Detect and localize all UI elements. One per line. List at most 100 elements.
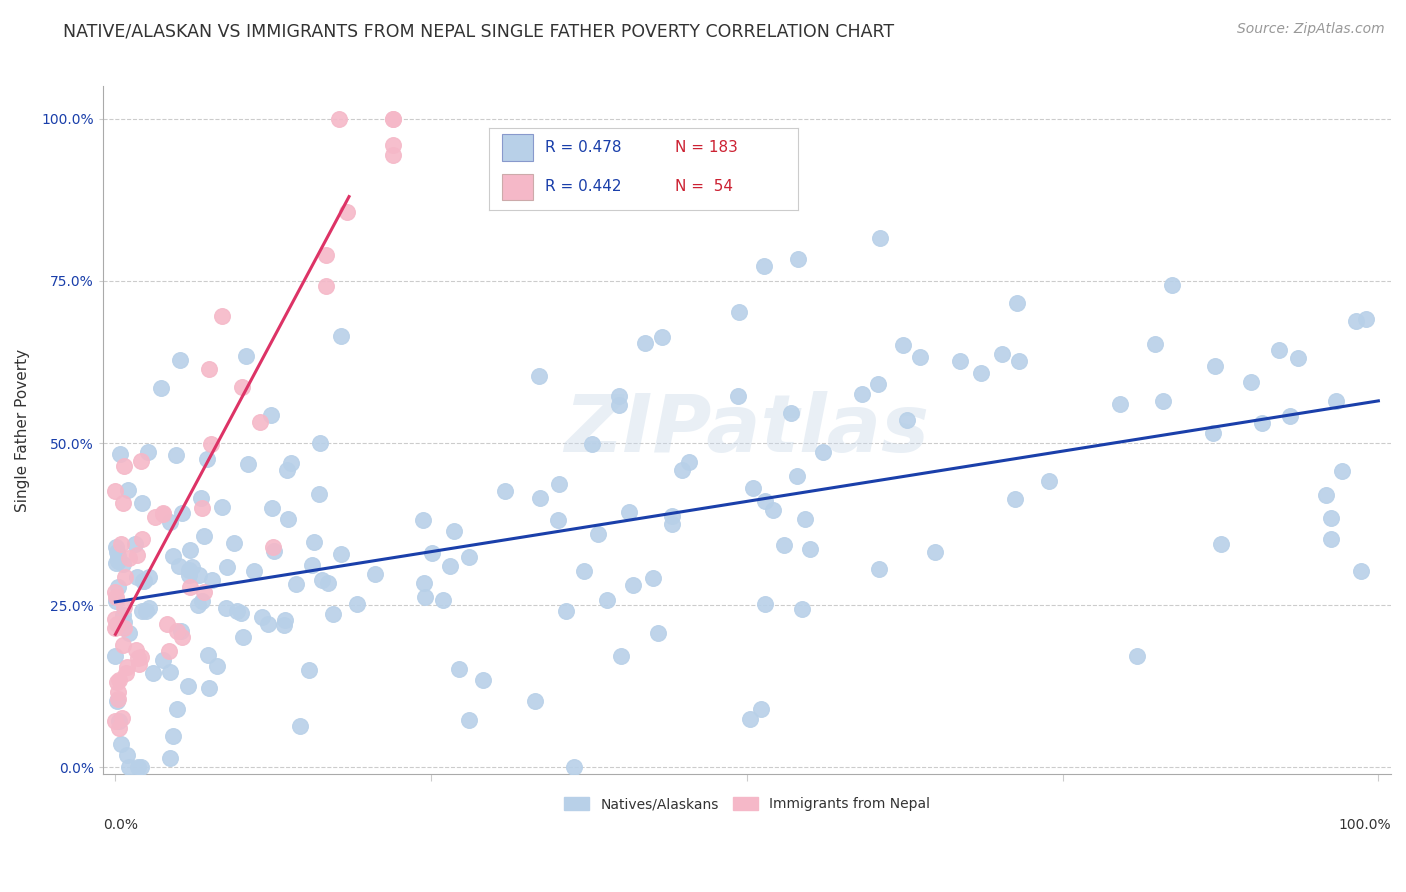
Point: [107, 554, 129, 568]
Point: [555, 604, 578, 618]
Point: [329, 329, 352, 343]
Point: [754, 494, 776, 508]
Point: [891, 337, 914, 351]
Point: [274, 613, 297, 627]
Point: [150, 381, 173, 395]
Point: [1320, 532, 1343, 546]
Point: [129, 760, 152, 774]
Point: [1268, 343, 1291, 357]
Point: [111, 711, 134, 725]
Point: [107, 714, 129, 728]
Point: [301, 558, 323, 573]
Point: [110, 447, 132, 461]
Point: [661, 516, 683, 531]
Point: [159, 515, 181, 529]
Point: [188, 567, 211, 582]
Text: ZIPatlas: ZIPatlas: [564, 391, 929, 469]
Point: [166, 624, 188, 638]
Point: [191, 594, 214, 608]
Point: [851, 387, 873, 401]
Point: [869, 231, 891, 245]
Point: [131, 605, 153, 619]
Point: [1204, 359, 1226, 374]
Point: [105, 616, 128, 631]
Point: [143, 509, 166, 524]
Point: [641, 571, 664, 585]
Point: [413, 590, 436, 604]
Point: [868, 562, 890, 576]
Point: [177, 679, 200, 693]
Point: [1250, 416, 1272, 430]
Point: [741, 481, 763, 495]
Point: [129, 649, 152, 664]
Point: [728, 304, 751, 318]
Point: [105, 590, 128, 604]
Point: [197, 648, 219, 662]
Point: [128, 657, 150, 672]
Point: [288, 719, 311, 733]
Point: [131, 496, 153, 510]
Point: [224, 536, 246, 550]
Point: [949, 354, 972, 368]
Point: [304, 534, 326, 549]
Point: [115, 665, 138, 680]
Point: [364, 566, 387, 581]
Point: [108, 673, 131, 687]
Point: [1315, 488, 1337, 502]
Point: [256, 616, 278, 631]
Point: [1160, 277, 1182, 292]
Point: [207, 659, 229, 673]
Point: [231, 380, 253, 394]
Point: [167, 559, 190, 574]
Point: [136, 445, 159, 459]
Point: [157, 644, 180, 658]
Point: [623, 578, 645, 592]
Point: [412, 513, 434, 527]
Point: [595, 593, 617, 607]
Point: [129, 454, 152, 468]
Point: [432, 593, 454, 607]
Point: [111, 639, 134, 653]
Point: [329, 547, 352, 561]
Point: [547, 512, 569, 526]
Point: [328, 112, 350, 126]
Point: [896, 412, 918, 426]
Point: [651, 330, 673, 344]
Point: [127, 570, 149, 584]
Point: [562, 760, 585, 774]
Point: [263, 540, 285, 554]
Point: [1108, 397, 1130, 411]
Point: [439, 559, 461, 574]
Point: [107, 580, 129, 594]
Point: [609, 649, 631, 664]
Point: [107, 549, 129, 563]
Point: [166, 701, 188, 715]
Point: [322, 607, 344, 622]
Text: Source: ZipAtlas.com: Source: ZipAtlas.com: [1237, 22, 1385, 37]
Point: [217, 559, 239, 574]
Point: [152, 507, 174, 521]
Point: [458, 713, 481, 727]
Point: [105, 545, 128, 559]
Point: [792, 601, 814, 615]
Point: [346, 598, 368, 612]
Point: [263, 543, 285, 558]
Point: [165, 448, 187, 462]
Point: [193, 585, 215, 599]
Point: [678, 455, 700, 469]
Point: [1126, 648, 1149, 663]
Point: [273, 617, 295, 632]
Point: [138, 570, 160, 584]
Point: [127, 650, 149, 665]
Point: [105, 674, 128, 689]
Point: [152, 506, 174, 520]
Point: [308, 436, 330, 450]
Point: [1004, 492, 1026, 507]
Point: [284, 577, 307, 591]
Point: [382, 138, 405, 153]
Point: [115, 660, 138, 674]
Point: [866, 377, 889, 392]
Point: [991, 347, 1014, 361]
Point: [1209, 536, 1232, 550]
Point: [191, 500, 214, 515]
